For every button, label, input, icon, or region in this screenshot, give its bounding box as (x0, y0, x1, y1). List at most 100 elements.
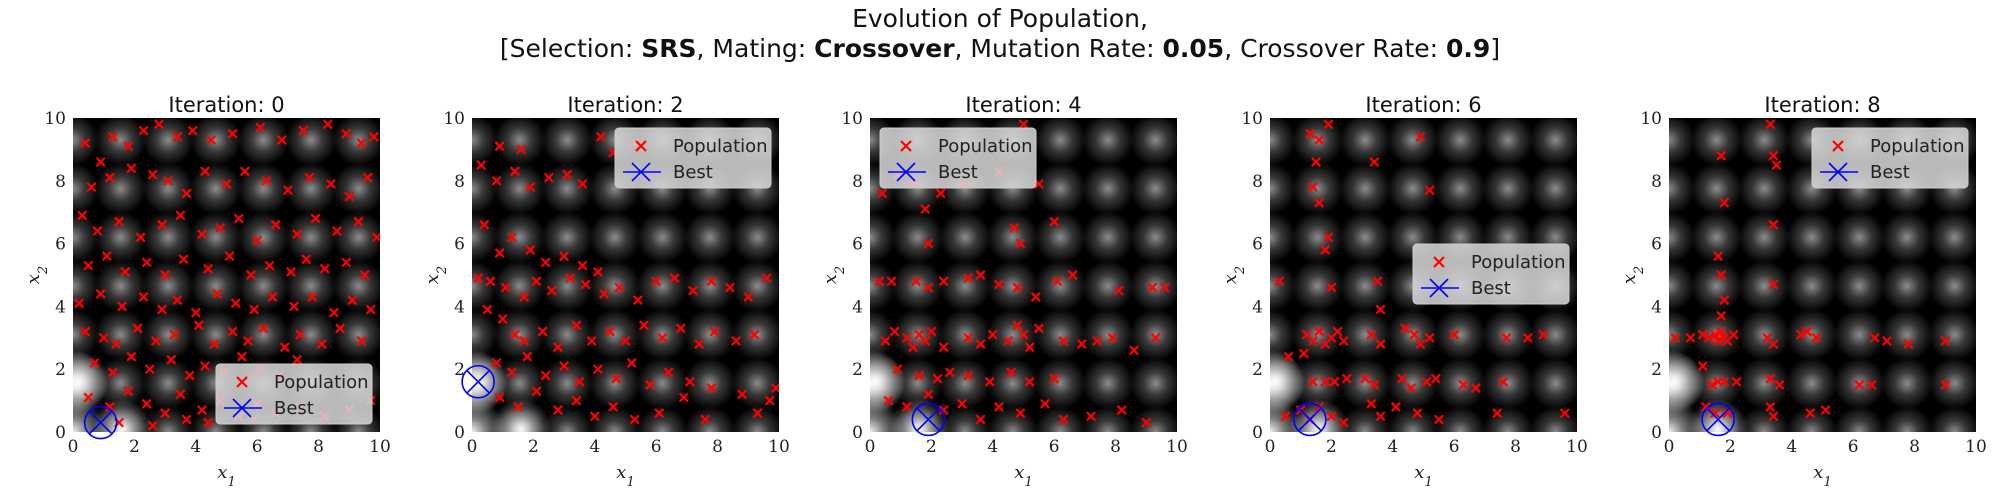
population-point (586, 335, 597, 346)
population-point (209, 339, 220, 350)
population-point (1820, 405, 1831, 415)
population-point (1298, 348, 1309, 359)
population-point (911, 276, 922, 287)
population-point (1006, 367, 1017, 378)
population-point (236, 351, 247, 362)
population-point (638, 320, 649, 331)
panel-1: Iteration: 2 0 2 4 6 8 10 0 2 4 6 8 10 x1 x2 Population… (422, 93, 790, 490)
population-point (513, 401, 524, 412)
population-point (1722, 408, 1733, 419)
population-point (126, 163, 137, 174)
population-point (580, 279, 591, 290)
legend: Population Best (879, 127, 1037, 189)
population-point (255, 122, 266, 133)
population-point (353, 216, 364, 227)
population-point (1728, 329, 1739, 340)
population-point (706, 276, 717, 287)
legend-best-label: Best (673, 162, 713, 183)
population-point (599, 288, 609, 299)
population-point (595, 131, 606, 142)
best-point (1293, 402, 1327, 437)
x-tick-label: 6 (1848, 437, 1859, 457)
population-point (614, 282, 625, 293)
population-point (1710, 329, 1721, 340)
population-point (1765, 373, 1776, 384)
population-point (491, 357, 502, 368)
population-point (307, 292, 318, 302)
population-point (1559, 408, 1570, 419)
population-point (1024, 376, 1035, 387)
legend-population-label: Population (1870, 136, 1965, 157)
population-point (975, 270, 986, 280)
y-tick-label: 8 (454, 172, 465, 192)
population-point (1449, 329, 1460, 340)
y-tick-label: 0 (1252, 423, 1263, 443)
population-point (1159, 282, 1170, 293)
population-point (276, 135, 287, 145)
population-point (203, 263, 214, 274)
population-point (920, 204, 931, 215)
population-point (1522, 332, 1533, 343)
population-point (1086, 411, 1097, 422)
population-point (123, 386, 134, 397)
y-tick-label: 8 (1651, 172, 1662, 192)
population-point (1670, 332, 1681, 343)
crossover-rate-value: 0.9 (1446, 34, 1491, 63)
population-point (632, 295, 643, 306)
population-point (141, 398, 152, 409)
x-tick-label: 4 (1786, 437, 1797, 457)
population-point (1716, 150, 1727, 161)
population-point (494, 392, 505, 403)
legend-best-label: Best (1870, 162, 1910, 183)
y-tick-label: 10 (443, 109, 465, 129)
x-axis-label: x1 (217, 462, 235, 490)
population-point (731, 335, 741, 346)
population-point (749, 329, 760, 340)
population-point (1308, 335, 1318, 346)
population-point (1400, 323, 1411, 334)
population-point (1707, 379, 1717, 390)
population-point (1338, 335, 1349, 346)
population-point (877, 188, 888, 199)
y-tick-label: 4 (852, 297, 863, 317)
population-point (1881, 335, 1892, 346)
y-tick-label: 2 (55, 360, 66, 380)
population-point (510, 166, 520, 177)
population-point (89, 357, 100, 368)
population-point (335, 323, 346, 334)
population-point (298, 125, 309, 136)
population-point (706, 383, 717, 394)
x-tick-label: 6 (651, 437, 662, 457)
x-tick-label: 2 (528, 437, 539, 457)
population-point (200, 166, 210, 177)
population-point (328, 307, 339, 318)
population-point (196, 229, 207, 240)
population-point (880, 335, 891, 346)
population-point (1366, 329, 1377, 340)
population-point (101, 251, 112, 262)
population-point (95, 156, 106, 167)
population-point (172, 131, 183, 142)
best-point (1701, 402, 1735, 437)
population-point (938, 342, 949, 353)
y-axis-label: x2 (23, 266, 51, 284)
population-point (645, 379, 656, 390)
population-point (224, 251, 235, 262)
population-point (1719, 295, 1730, 306)
population-point (304, 172, 315, 183)
population-point (246, 270, 257, 280)
population-point (319, 263, 330, 274)
population-point (212, 288, 223, 299)
population-point (975, 414, 986, 425)
population-point (267, 292, 278, 302)
x-tick-label: 2 (129, 437, 140, 457)
population-point (531, 386, 542, 397)
legend-best-label: Best (938, 162, 978, 183)
x-tick-label: 0 (467, 437, 478, 457)
population-point (886, 276, 897, 287)
population-point (1308, 182, 1318, 193)
population-point (963, 332, 974, 343)
population-point (285, 266, 296, 277)
landscape-heatmap (472, 118, 779, 432)
